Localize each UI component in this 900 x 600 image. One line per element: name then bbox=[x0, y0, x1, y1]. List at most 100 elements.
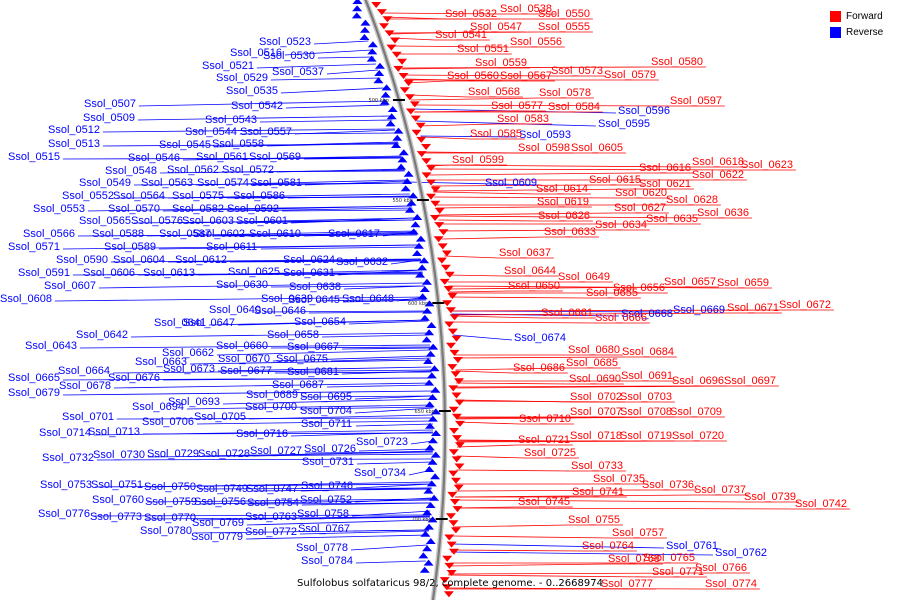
reverse-gene-arrow[interactable] bbox=[424, 329, 435, 336]
reverse-gene-label[interactable]: Ssol_0545 bbox=[159, 139, 211, 151]
reverse-gene-label[interactable]: Ssol_0760 bbox=[92, 494, 144, 506]
forward-gene-arrow[interactable] bbox=[434, 207, 445, 214]
reverse-gene-label[interactable]: Ssol_0761 bbox=[666, 540, 718, 552]
reverse-gene-label[interactable]: Ssol_0728 bbox=[198, 448, 250, 460]
reverse-gene-label[interactable]: Ssol_0625 bbox=[228, 266, 280, 278]
forward-gene-label[interactable]: Ssol_0655 bbox=[586, 287, 638, 299]
reverse-gene-arrow[interactable] bbox=[379, 98, 390, 105]
forward-gene-arrow[interactable] bbox=[447, 364, 458, 371]
reverse-gene-label[interactable]: Ssol_0704 bbox=[300, 405, 352, 417]
reverse-gene-label[interactable]: Ssol_0751 bbox=[91, 479, 143, 491]
reverse-gene-arrow[interactable] bbox=[392, 134, 403, 141]
forward-gene-arrow[interactable] bbox=[452, 506, 463, 513]
forward-gene-arrow[interactable] bbox=[448, 520, 459, 527]
forward-gene-arrow[interactable] bbox=[446, 570, 457, 576]
reverse-gene-label[interactable]: Ssol_0553 bbox=[33, 203, 85, 215]
reverse-gene-label[interactable]: Ssol_0516 bbox=[230, 47, 282, 59]
forward-gene-arrow[interactable] bbox=[442, 300, 453, 307]
forward-gene-label[interactable]: Ssol_0709 bbox=[670, 406, 722, 418]
reverse-gene-label[interactable]: Ssol_0643 bbox=[25, 340, 77, 352]
forward-gene-arrow[interactable] bbox=[447, 293, 458, 300]
reverse-gene-label[interactable]: Ssol_0610 bbox=[249, 228, 301, 240]
forward-gene-arrow[interactable] bbox=[404, 94, 415, 101]
reverse-gene-arrow[interactable] bbox=[408, 192, 419, 199]
reverse-gene-arrow[interactable] bbox=[429, 494, 440, 501]
reverse-gene-arrow[interactable] bbox=[426, 322, 437, 328]
reverse-gene-label[interactable]: Ssol_0561 bbox=[196, 151, 248, 163]
reverse-gene-label[interactable]: Ssol_0658 bbox=[267, 329, 319, 341]
forward-gene-arrow[interactable] bbox=[448, 385, 459, 392]
reverse-gene-label[interactable]: Ssol_0612 bbox=[175, 254, 227, 266]
reverse-gene-label[interactable]: Ssol_0754 bbox=[247, 497, 299, 509]
reverse-gene-arrow[interactable] bbox=[385, 120, 396, 127]
reverse-gene-arrow[interactable] bbox=[410, 221, 421, 228]
reverse-gene-label[interactable]: Ssol_0575 bbox=[172, 190, 224, 202]
reverse-gene-label[interactable]: Ssol_0752 bbox=[300, 494, 352, 506]
reverse-gene-label[interactable]: Ssol_0747 bbox=[246, 483, 298, 495]
forward-gene-label[interactable]: Ssol_0656 bbox=[613, 282, 665, 294]
forward-gene-label[interactable]: Ssol_0636 bbox=[697, 207, 749, 219]
reverse-gene-arrow[interactable] bbox=[424, 379, 435, 386]
reverse-gene-arrow[interactable] bbox=[404, 206, 415, 213]
reverse-gene-label[interactable]: Ssol_0572 bbox=[222, 164, 274, 176]
forward-gene-label[interactable]: Ssol_0623 bbox=[741, 159, 793, 171]
forward-gene-label[interactable]: Ssol_0686 bbox=[513, 362, 565, 374]
reverse-gene-arrow[interactable] bbox=[386, 113, 397, 120]
reverse-gene-label[interactable]: Ssol_0549 bbox=[79, 177, 131, 189]
forward-gene-label[interactable]: Ssol_0650 bbox=[508, 280, 560, 292]
forward-gene-label[interactable]: Ssol_0559 bbox=[475, 57, 527, 69]
forward-gene-arrow[interactable] bbox=[454, 420, 465, 427]
forward-gene-label[interactable]: Ssol_0649 bbox=[558, 271, 610, 283]
forward-gene-arrow[interactable] bbox=[379, 23, 390, 30]
forward-gene-label[interactable]: Ssol_0684 bbox=[622, 346, 674, 358]
forward-gene-arrow[interactable] bbox=[430, 200, 441, 207]
reverse-gene-arrow[interactable] bbox=[422, 545, 433, 552]
reverse-gene-label[interactable]: Ssol_0673 bbox=[163, 363, 215, 375]
forward-gene-label[interactable]: Ssol_0657 bbox=[664, 276, 716, 288]
reverse-gene-label[interactable]: Ssol_0632 bbox=[336, 256, 388, 268]
reverse-gene-label[interactable]: Ssol_0631 bbox=[283, 267, 335, 279]
reverse-gene-label[interactable]: Ssol_0552 bbox=[62, 190, 114, 202]
forward-gene-label[interactable]: Ssol_0659 bbox=[717, 277, 769, 289]
reverse-gene-label[interactable]: Ssol_0630 bbox=[216, 279, 268, 291]
forward-gene-arrow[interactable] bbox=[398, 73, 409, 79]
reverse-gene-label[interactable]: Ssol_0563 bbox=[141, 177, 193, 189]
forward-gene-arrow[interactable] bbox=[391, 51, 402, 58]
reverse-gene-label[interactable]: Ssol_0749 bbox=[196, 483, 248, 495]
forward-gene-label[interactable]: Ssol_0741 bbox=[572, 486, 624, 498]
forward-gene-arrow[interactable] bbox=[411, 129, 422, 136]
forward-gene-arrow[interactable] bbox=[376, 9, 387, 16]
forward-gene-label[interactable]: Ssol_0703 bbox=[620, 391, 672, 403]
reverse-gene-arrow[interactable] bbox=[420, 530, 431, 537]
forward-gene-arrow[interactable] bbox=[451, 435, 462, 442]
reverse-gene-label[interactable]: Ssol_0586 bbox=[233, 190, 285, 202]
forward-gene-label[interactable]: Ssol_0578 bbox=[539, 87, 591, 99]
forward-gene-arrow[interactable] bbox=[426, 165, 437, 172]
reverse-gene-arrow[interactable] bbox=[426, 372, 437, 379]
forward-gene-label[interactable]: Ssol_0619 bbox=[537, 196, 589, 208]
forward-gene-arrow[interactable] bbox=[445, 342, 456, 349]
reverse-gene-label[interactable]: Ssol_0700 bbox=[245, 401, 297, 413]
reverse-gene-arrow[interactable] bbox=[398, 149, 409, 156]
reverse-gene-label[interactable]: Ssol_0537 bbox=[272, 66, 324, 78]
reverse-gene-arrow[interactable] bbox=[424, 466, 435, 472]
reverse-gene-arrow[interactable] bbox=[423, 559, 434, 566]
forward-gene-arrow[interactable] bbox=[386, 44, 397, 51]
forward-gene-arrow[interactable] bbox=[437, 243, 448, 250]
reverse-gene-label[interactable]: Ssol_0639 bbox=[261, 293, 313, 305]
forward-gene-arrow[interactable] bbox=[452, 357, 463, 363]
reverse-gene-arrow[interactable] bbox=[419, 257, 430, 264]
reverse-gene-label[interactable]: Ssol_0562 bbox=[167, 164, 219, 176]
reverse-gene-label[interactable]: Ssol_0576 bbox=[131, 215, 183, 227]
forward-gene-arrow[interactable] bbox=[447, 491, 458, 498]
reverse-gene-arrow[interactable] bbox=[430, 386, 441, 393]
forward-gene-arrow[interactable] bbox=[439, 278, 450, 285]
forward-gene-arrow[interactable] bbox=[436, 257, 447, 264]
forward-gene-arrow[interactable] bbox=[444, 534, 455, 541]
forward-gene-label[interactable]: Ssol_0697 bbox=[724, 375, 776, 387]
forward-gene-arrow[interactable] bbox=[444, 321, 455, 328]
reverse-gene-label[interactable]: Ssol_0607 bbox=[44, 280, 96, 292]
forward-gene-arrow[interactable] bbox=[450, 477, 461, 484]
reverse-gene-label[interactable]: Ssol_0606 bbox=[83, 267, 135, 279]
forward-gene-arrow[interactable] bbox=[397, 58, 408, 65]
